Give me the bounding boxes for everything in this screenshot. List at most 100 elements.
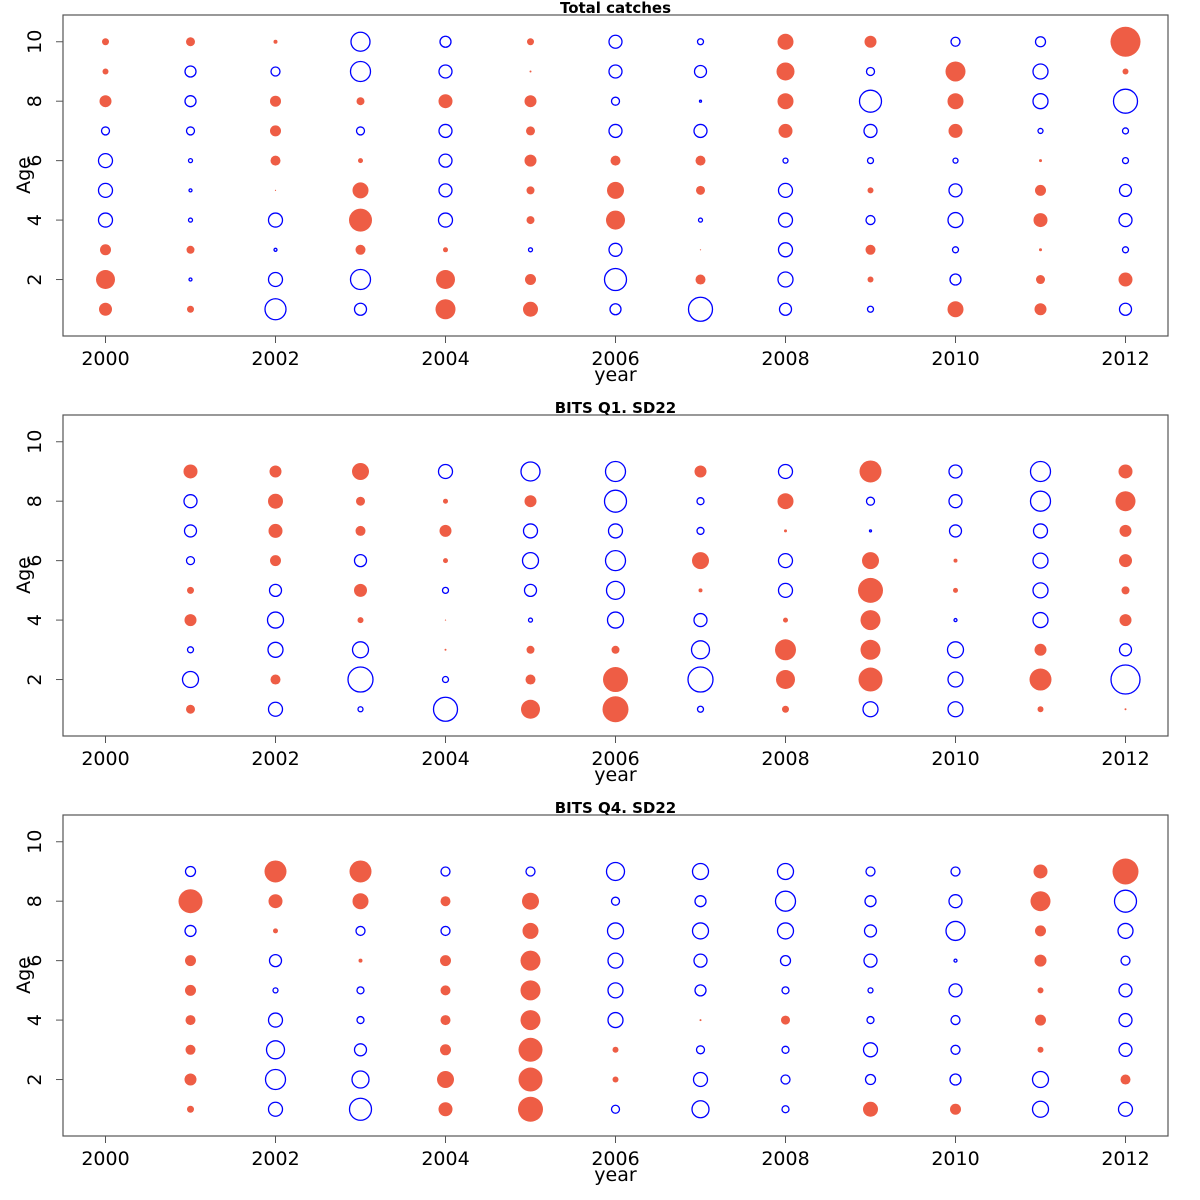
- panel-1-bubble-positive: [524, 154, 537, 167]
- panel-1-bubble-negative: [949, 273, 962, 286]
- panel-3-bubble-positive: [522, 892, 539, 910]
- panel-1-bubble-negative: [1121, 246, 1130, 254]
- panel-2-bubble-negative: [946, 641, 965, 659]
- panel-2-bubble-negative: [607, 523, 624, 539]
- panel-1-bubble-positive: [1039, 248, 1042, 252]
- panel-3-bubble-positive: [612, 1076, 619, 1083]
- panel-2-x-tick-label: 2010: [931, 748, 979, 770]
- panel-1-x-axis-label: year: [594, 364, 637, 386]
- panel-3-y-axis-label: Age: [13, 957, 35, 994]
- panel-3-bubble-positive: [699, 1019, 702, 1022]
- panel-1-bubble-positive: [867, 187, 874, 194]
- panel-1-bubble-positive: [102, 68, 109, 75]
- panel-1-y-tick-label: 8: [24, 95, 46, 107]
- panel-3-x-axis-label: year: [594, 1164, 637, 1186]
- panel-3-bubble-positive: [1030, 891, 1051, 912]
- panel-1-bubble-negative: [184, 65, 197, 78]
- panel-3-bubble-negative: [267, 1101, 284, 1117]
- panel-3-bubble-positive: [185, 1044, 196, 1055]
- panel-2-bubble-negative: [693, 612, 708, 628]
- panel-1-bubble-positive: [438, 94, 453, 109]
- panel-2-bubble-positive: [860, 639, 881, 660]
- panel-3-bubble-positive: [273, 928, 278, 934]
- panel-1-bubble-negative: [270, 66, 281, 77]
- panel-3-bubble-negative: [1031, 1070, 1050, 1089]
- panel-3-title: BITS Q4. SD22: [555, 799, 677, 817]
- panel-3-bubble-negative: [950, 1014, 961, 1026]
- panel-1-bubble-positive: [1035, 184, 1046, 196]
- panel-1-bubble-positive: [99, 302, 112, 316]
- panel-1-bubble-positive: [358, 158, 363, 164]
- panel-1-y-tick-label: 2: [24, 273, 46, 285]
- panel-2-bubble-negative: [347, 666, 374, 693]
- panel-1-bubble-positive: [696, 185, 705, 195]
- panel-2-bubble-negative: [868, 529, 873, 533]
- panel-2-bubble-positive: [953, 587, 958, 593]
- panel-3-bubble-negative: [867, 987, 874, 994]
- panel-2-bubble-positive: [1029, 668, 1052, 691]
- panel-3-bubble-positive: [349, 860, 372, 883]
- panel-1-bubble-negative: [865, 214, 876, 226]
- panel-3-bubble-negative: [693, 953, 708, 968]
- panel-1-bubble-negative: [866, 156, 875, 165]
- panel-3-bubble-negative: [1117, 1101, 1134, 1117]
- panel-1-bubble-negative: [100, 126, 111, 136]
- panel-2-bubble-negative: [186, 646, 195, 654]
- panel-2-bubble-positive: [1119, 524, 1132, 537]
- panel-1-bubble-positive: [270, 125, 281, 137]
- panel-1-x-tick-label: 2010: [931, 348, 979, 370]
- panel-1-bubble-negative: [1118, 183, 1133, 198]
- panel-2-bubble-positive: [525, 674, 536, 685]
- panel-2-bubble-negative: [268, 583, 283, 598]
- panel-2-bubble-positive: [1118, 464, 1133, 479]
- panel-1-bubble-positive: [865, 244, 876, 255]
- panel-2-bubble-positive: [698, 588, 703, 593]
- panel-1-bubble-positive: [948, 123, 963, 138]
- panel-1-bubble-positive: [270, 155, 281, 166]
- panel-1-bubble-negative: [97, 212, 114, 228]
- panel-1-bubble-negative: [349, 268, 372, 291]
- panel-1-bubble-negative: [97, 182, 114, 199]
- panel-2-bubble-positive: [357, 617, 364, 624]
- panel-2-bubble-positive: [524, 495, 537, 508]
- panel-1-bubble-negative: [267, 212, 284, 228]
- panel-1-bubble-positive: [523, 301, 538, 317]
- panel-1-bubble-negative: [603, 267, 628, 292]
- panel-1-bubble-negative: [609, 303, 622, 316]
- panel-2-bubble-positive: [784, 529, 787, 533]
- panel-2-bubble-negative: [1032, 552, 1049, 569]
- panel-2-bubble-positive: [602, 696, 629, 723]
- panel-2-title: BITS Q1. SD22: [555, 399, 677, 417]
- panel-3-y-tick-label: 10: [24, 830, 46, 854]
- panel-1-title: Total catches: [560, 0, 671, 17]
- panel-2-bubble-negative: [862, 701, 879, 718]
- panel-2-bubble-negative: [181, 670, 200, 689]
- panel-3-bubble-negative: [780, 1074, 791, 1085]
- panel-1-bubble-negative: [696, 38, 705, 46]
- panel-3-bubble-positive: [184, 1073, 197, 1086]
- panel-1-x-tick-label: 2012: [1101, 348, 1149, 370]
- panel-1-bubble-negative: [188, 277, 193, 282]
- panel-3-bubble-positive: [1037, 1046, 1044, 1053]
- panel-3-bubble-negative: [1120, 955, 1131, 966]
- panel-1-bubble-positive: [778, 123, 793, 138]
- panel-1-bubble-positive: [525, 274, 536, 286]
- panel-1-bubble-negative: [777, 242, 794, 258]
- panel-1-bubble-positive: [1034, 303, 1047, 316]
- panel-2-bubble-negative: [1029, 490, 1052, 512]
- panel-3-bubble-positive: [1112, 858, 1139, 885]
- panel-3-bubble-positive: [440, 896, 451, 907]
- panel-3-bubble-negative: [691, 922, 710, 940]
- panel-1-bubble-negative: [865, 66, 876, 77]
- panel-1-bubble-negative: [188, 188, 193, 193]
- panel-2-y-tick-label: 2: [24, 673, 46, 685]
- panel-1-bubble-negative: [438, 183, 453, 198]
- panel-1-bubble-positive: [606, 210, 625, 230]
- panel-1-bubble-negative: [438, 153, 453, 168]
- panel-1-bubble-negative: [687, 296, 714, 322]
- panel-2-y-axis-label: Age: [13, 557, 35, 594]
- panel-2-bubble-negative: [604, 549, 627, 572]
- panel-1-bubble-negative: [439, 35, 452, 48]
- panel-3-bubble-negative: [865, 866, 876, 877]
- panel-2-bubble-positive: [269, 465, 282, 478]
